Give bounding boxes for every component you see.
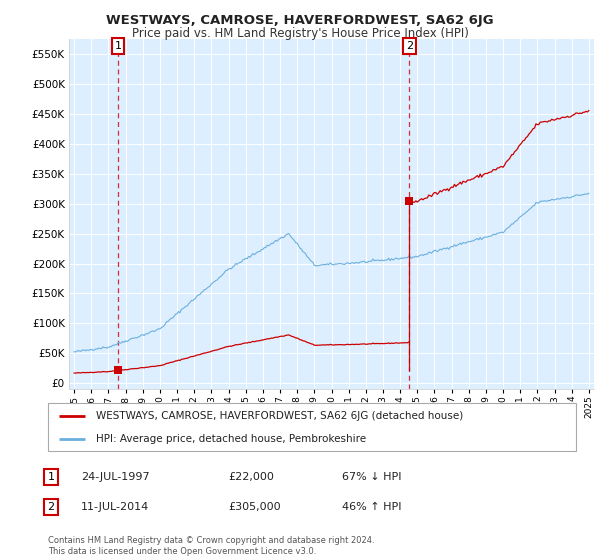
FancyBboxPatch shape — [48, 403, 576, 451]
Text: £305,000: £305,000 — [228, 502, 281, 512]
Text: 67% ↓ HPI: 67% ↓ HPI — [342, 472, 401, 482]
Text: WESTWAYS, CAMROSE, HAVERFORDWEST, SA62 6JG (detached house): WESTWAYS, CAMROSE, HAVERFORDWEST, SA62 6… — [95, 411, 463, 421]
Text: Price paid vs. HM Land Registry's House Price Index (HPI): Price paid vs. HM Land Registry's House … — [131, 27, 469, 40]
Text: 2: 2 — [406, 41, 413, 51]
Text: WESTWAYS, CAMROSE, HAVERFORDWEST, SA62 6JG: WESTWAYS, CAMROSE, HAVERFORDWEST, SA62 6… — [106, 14, 494, 27]
Text: HPI: Average price, detached house, Pembrokeshire: HPI: Average price, detached house, Pemb… — [95, 434, 365, 444]
Text: 2: 2 — [47, 502, 55, 512]
Text: 1: 1 — [47, 472, 55, 482]
Text: 1: 1 — [115, 41, 121, 51]
Text: £22,000: £22,000 — [228, 472, 274, 482]
Text: 24-JUL-1997: 24-JUL-1997 — [81, 472, 149, 482]
Text: 11-JUL-2014: 11-JUL-2014 — [81, 502, 149, 512]
Text: Contains HM Land Registry data © Crown copyright and database right 2024.
This d: Contains HM Land Registry data © Crown c… — [48, 536, 374, 556]
Text: 46% ↑ HPI: 46% ↑ HPI — [342, 502, 401, 512]
